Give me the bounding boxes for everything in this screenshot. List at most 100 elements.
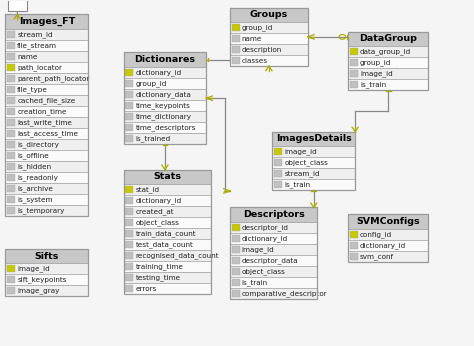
FancyBboxPatch shape	[5, 161, 88, 172]
Text: testing_time: testing_time	[136, 274, 181, 281]
FancyBboxPatch shape	[5, 285, 88, 297]
Text: dictionary_id: dictionary_id	[136, 197, 182, 204]
FancyBboxPatch shape	[124, 122, 206, 133]
Text: Images_FT: Images_FT	[18, 17, 75, 26]
FancyBboxPatch shape	[7, 152, 15, 160]
Text: SVMConfigs: SVMConfigs	[356, 217, 420, 226]
Text: dictionary_id: dictionary_id	[136, 69, 182, 76]
FancyBboxPatch shape	[124, 133, 206, 144]
FancyBboxPatch shape	[7, 196, 15, 203]
FancyBboxPatch shape	[7, 31, 15, 38]
Text: file_stream: file_stream	[17, 42, 57, 49]
FancyBboxPatch shape	[126, 80, 134, 87]
FancyBboxPatch shape	[7, 75, 15, 82]
FancyBboxPatch shape	[124, 89, 206, 100]
FancyBboxPatch shape	[5, 274, 88, 285]
FancyBboxPatch shape	[348, 32, 428, 46]
FancyBboxPatch shape	[5, 15, 88, 29]
FancyBboxPatch shape	[126, 69, 134, 76]
Text: is_trained: is_trained	[136, 135, 171, 142]
FancyBboxPatch shape	[124, 228, 211, 239]
FancyBboxPatch shape	[126, 208, 134, 215]
FancyBboxPatch shape	[7, 174, 15, 181]
Text: object_class: object_class	[136, 219, 179, 226]
FancyBboxPatch shape	[5, 117, 88, 128]
FancyBboxPatch shape	[124, 217, 211, 228]
FancyBboxPatch shape	[126, 285, 134, 292]
Text: creation_time: creation_time	[17, 108, 67, 115]
FancyBboxPatch shape	[7, 42, 15, 49]
FancyBboxPatch shape	[124, 100, 206, 111]
FancyBboxPatch shape	[5, 40, 88, 51]
FancyBboxPatch shape	[230, 277, 318, 288]
Text: dictionary_id: dictionary_id	[360, 242, 406, 249]
FancyBboxPatch shape	[124, 195, 211, 206]
FancyBboxPatch shape	[124, 283, 211, 294]
FancyBboxPatch shape	[126, 263, 134, 270]
Text: descriptor_id: descriptor_id	[242, 224, 289, 231]
FancyBboxPatch shape	[7, 64, 15, 71]
FancyBboxPatch shape	[124, 250, 211, 261]
Text: time_dictionary: time_dictionary	[136, 113, 191, 120]
FancyBboxPatch shape	[230, 33, 308, 44]
Text: description: description	[242, 47, 282, 53]
Text: test_data_count: test_data_count	[136, 241, 193, 248]
Text: is_train: is_train	[360, 81, 386, 88]
Text: dictionary_data: dictionary_data	[136, 91, 191, 98]
Text: path_locator: path_locator	[17, 64, 62, 71]
Text: file_type: file_type	[17, 86, 48, 93]
FancyBboxPatch shape	[348, 57, 428, 68]
FancyBboxPatch shape	[273, 179, 355, 190]
FancyBboxPatch shape	[126, 241, 134, 248]
Text: Sifts: Sifts	[35, 252, 59, 261]
Text: group_id: group_id	[242, 24, 273, 31]
Text: config_id: config_id	[360, 231, 392, 238]
Text: comparative_descriptor: comparative_descriptor	[242, 290, 328, 297]
FancyBboxPatch shape	[230, 222, 318, 233]
Text: is_directory: is_directory	[17, 142, 59, 148]
FancyBboxPatch shape	[124, 170, 211, 184]
FancyBboxPatch shape	[8, 0, 27, 11]
FancyBboxPatch shape	[5, 84, 88, 95]
FancyBboxPatch shape	[124, 111, 206, 122]
FancyBboxPatch shape	[124, 78, 206, 89]
FancyBboxPatch shape	[7, 141, 15, 148]
FancyBboxPatch shape	[5, 183, 88, 194]
FancyBboxPatch shape	[348, 229, 428, 240]
FancyBboxPatch shape	[274, 181, 283, 188]
FancyBboxPatch shape	[232, 257, 240, 264]
FancyBboxPatch shape	[5, 263, 88, 274]
FancyBboxPatch shape	[124, 184, 211, 195]
FancyBboxPatch shape	[126, 113, 134, 120]
FancyBboxPatch shape	[232, 235, 240, 242]
FancyBboxPatch shape	[232, 246, 240, 253]
FancyBboxPatch shape	[273, 157, 355, 168]
Text: last_access_time: last_access_time	[17, 130, 78, 137]
FancyBboxPatch shape	[126, 252, 134, 259]
FancyBboxPatch shape	[230, 288, 318, 299]
FancyBboxPatch shape	[230, 233, 318, 244]
Text: image_id: image_id	[17, 265, 50, 272]
Text: is_train: is_train	[242, 279, 268, 286]
FancyBboxPatch shape	[230, 255, 318, 266]
FancyBboxPatch shape	[232, 46, 240, 53]
FancyBboxPatch shape	[124, 261, 211, 272]
FancyBboxPatch shape	[348, 215, 428, 229]
Text: descriptor_data: descriptor_data	[242, 257, 298, 264]
Text: sift_keypoints: sift_keypoints	[17, 276, 67, 283]
FancyBboxPatch shape	[348, 240, 428, 251]
Text: errors: errors	[136, 286, 157, 292]
FancyBboxPatch shape	[273, 146, 355, 157]
FancyBboxPatch shape	[232, 24, 240, 31]
FancyBboxPatch shape	[126, 186, 134, 193]
FancyBboxPatch shape	[5, 29, 88, 40]
FancyBboxPatch shape	[5, 128, 88, 139]
FancyBboxPatch shape	[5, 62, 88, 73]
FancyBboxPatch shape	[350, 253, 358, 260]
FancyBboxPatch shape	[5, 95, 88, 106]
Text: Groups: Groups	[250, 10, 288, 19]
Text: ImagesDetails: ImagesDetails	[276, 134, 352, 143]
Text: svm_conf: svm_conf	[360, 253, 394, 260]
Text: image_id: image_id	[242, 246, 274, 253]
FancyBboxPatch shape	[230, 8, 308, 22]
